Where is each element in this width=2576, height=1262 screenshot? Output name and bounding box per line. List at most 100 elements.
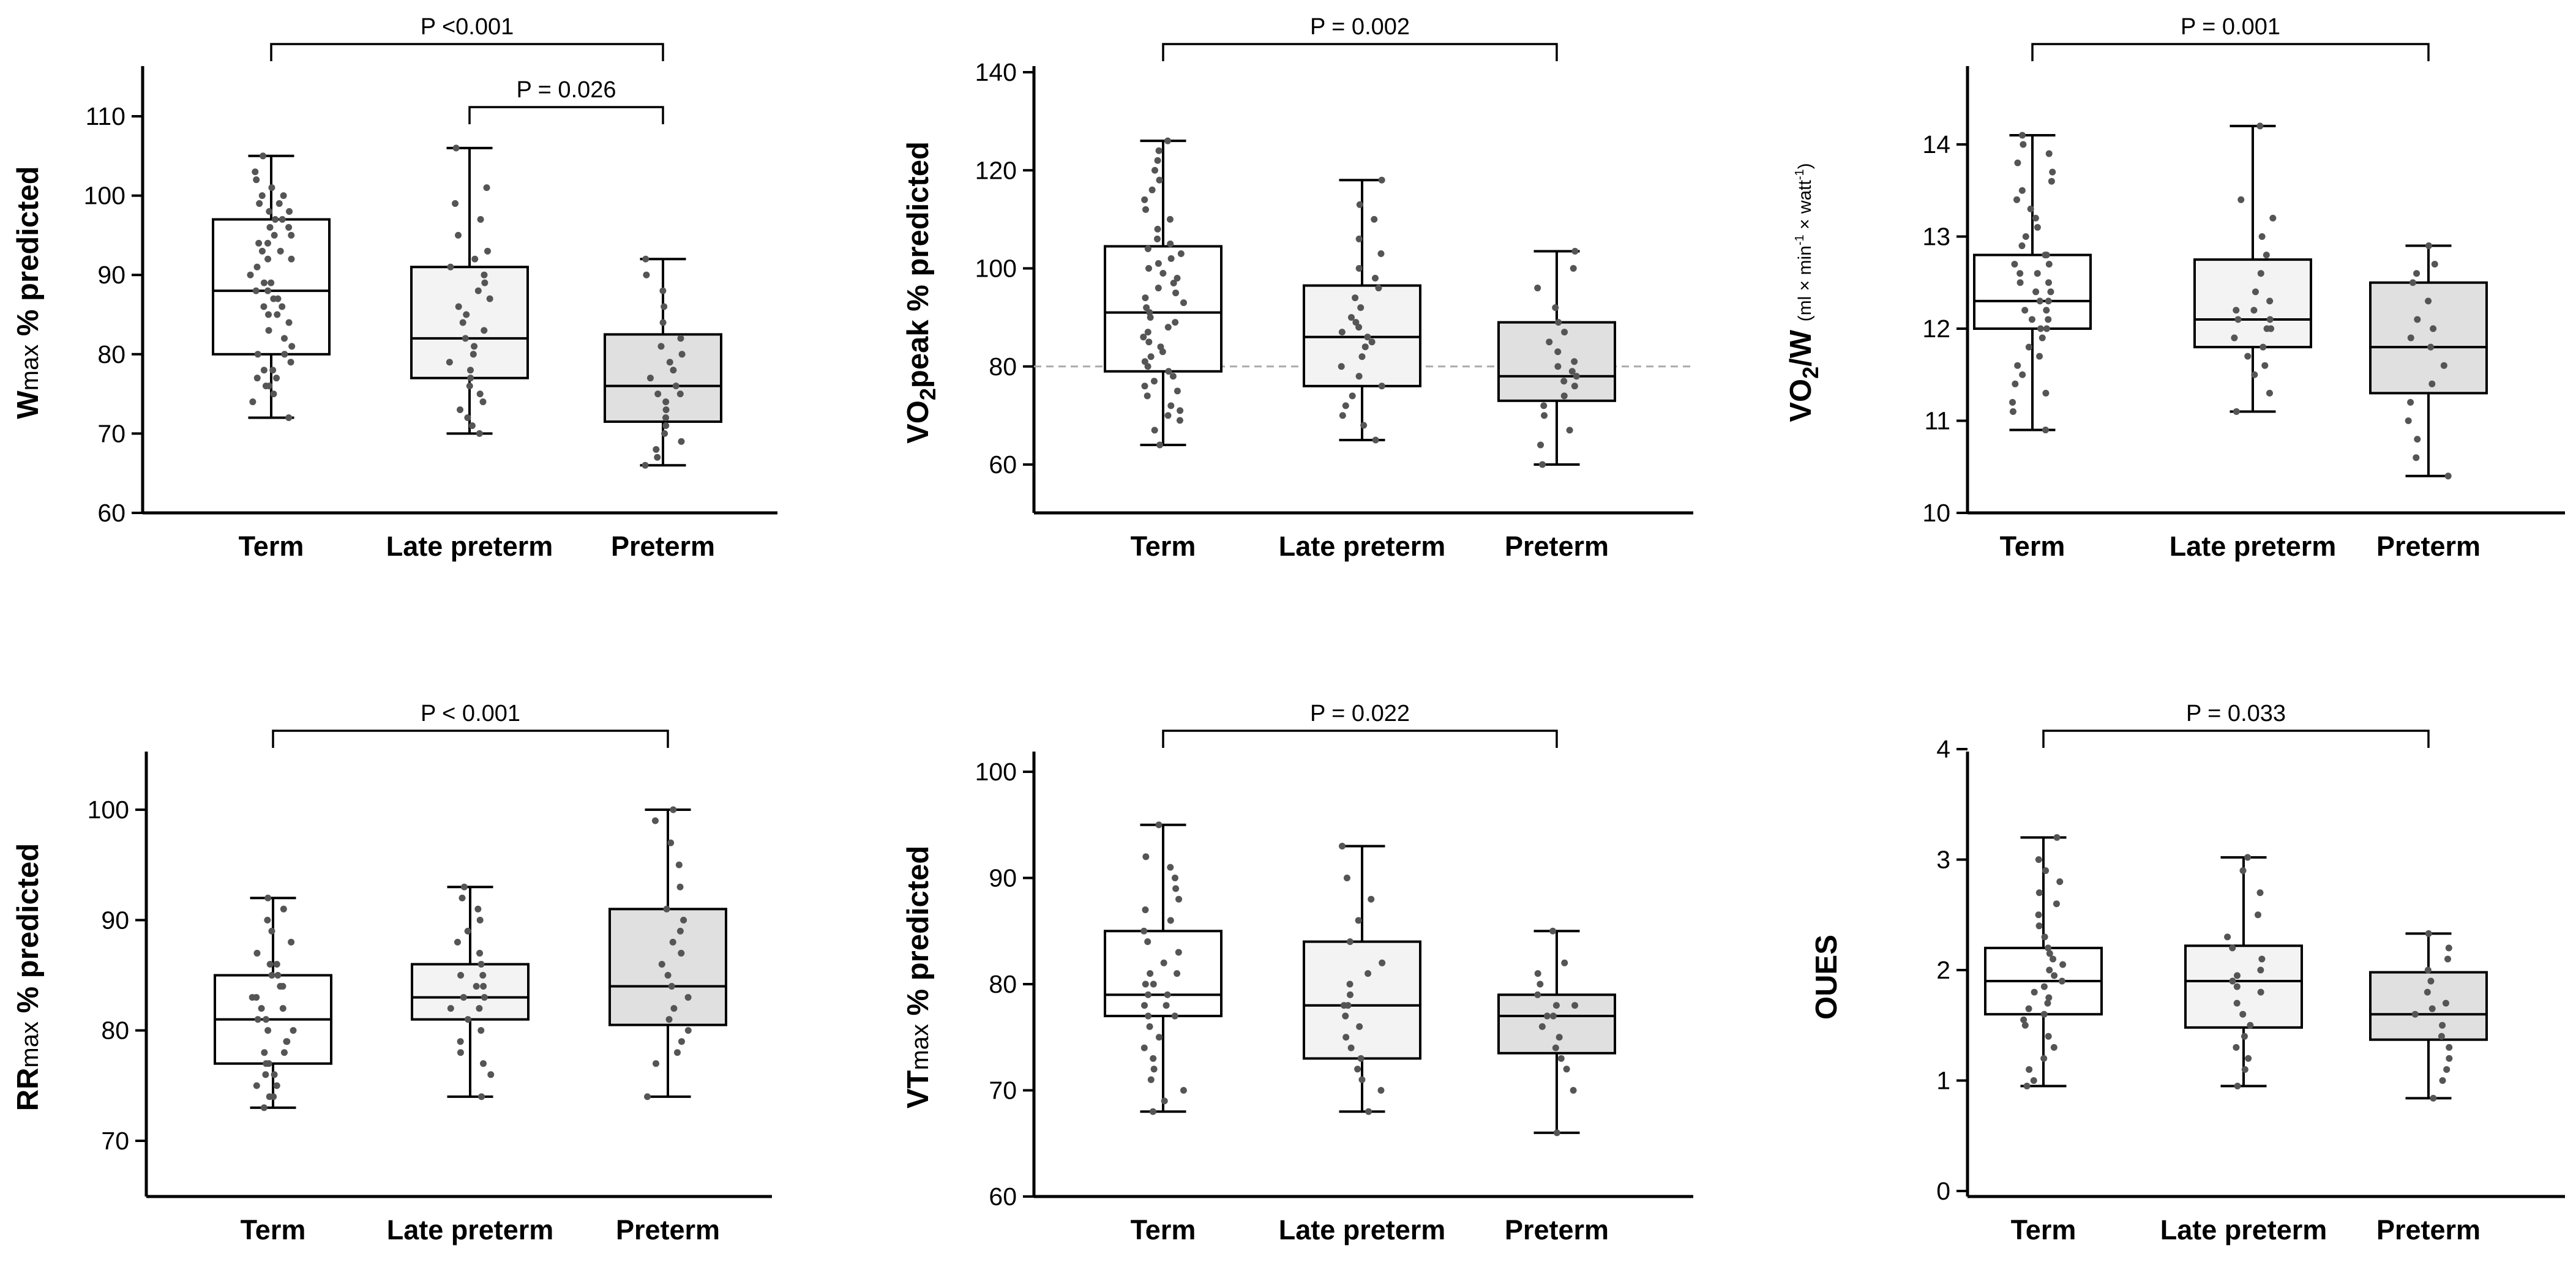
data-point xyxy=(273,1082,280,1089)
data-point xyxy=(2012,380,2019,387)
data-point xyxy=(1167,917,1174,924)
data-point xyxy=(1365,1108,1372,1115)
data-point xyxy=(1355,373,1363,380)
data-point xyxy=(2019,132,2026,139)
data-point xyxy=(2252,288,2259,296)
data-point xyxy=(662,422,670,429)
data-point xyxy=(2026,1066,2033,1073)
x-category-label: Late preterm xyxy=(387,1214,554,1245)
data-point xyxy=(1357,304,1365,312)
data-point xyxy=(684,1027,692,1034)
data-point xyxy=(253,263,261,271)
data-point xyxy=(262,1071,269,1078)
bracket-line xyxy=(2031,43,2430,61)
data-point xyxy=(2020,1016,2027,1023)
data-point xyxy=(1141,358,1148,365)
data-point xyxy=(2036,297,2043,305)
data-point xyxy=(268,279,275,286)
p-value-label: P = 0.002 xyxy=(1310,14,1410,40)
data-point xyxy=(1140,334,1147,341)
data-point xyxy=(2042,427,2049,434)
p-value-label: P = 0.001 xyxy=(2181,14,2280,40)
y-tick-label: 80 xyxy=(989,970,1017,998)
data-point xyxy=(285,414,293,421)
data-point xyxy=(1342,1012,1349,1020)
data-point xyxy=(2425,930,2432,937)
data-point xyxy=(1155,821,1163,829)
data-point xyxy=(2425,297,2432,305)
data-point xyxy=(476,430,483,437)
data-point xyxy=(1164,137,1171,144)
data-point xyxy=(2045,297,2052,305)
data-point xyxy=(1365,970,1372,977)
data-point xyxy=(1154,225,1161,233)
data-point xyxy=(662,414,670,421)
data-point xyxy=(1556,1034,1563,1041)
data-point xyxy=(2045,944,2052,952)
data-point xyxy=(2016,270,2024,277)
data-point xyxy=(455,231,462,239)
data-point xyxy=(447,263,454,271)
data-point xyxy=(1171,1012,1178,1020)
data-point xyxy=(654,454,661,461)
data-point xyxy=(1143,304,1150,312)
data-point xyxy=(2431,261,2438,268)
data-point xyxy=(476,916,484,924)
data-point xyxy=(1164,324,1172,331)
data-point xyxy=(1151,166,1158,174)
box-iqr xyxy=(1104,930,1222,1018)
data-point xyxy=(1157,343,1164,351)
data-point xyxy=(1537,441,1544,449)
data-point xyxy=(2035,889,2043,897)
data-point xyxy=(2229,977,2236,985)
data-point xyxy=(673,1049,681,1056)
data-point xyxy=(279,303,286,310)
data-point xyxy=(672,383,680,390)
data-point xyxy=(1549,1012,1557,1020)
data-point xyxy=(1140,1044,1148,1051)
data-point xyxy=(280,905,287,913)
data-point xyxy=(1538,1023,1546,1030)
data-point xyxy=(2413,454,2420,461)
data-point xyxy=(1150,378,1158,385)
data-point xyxy=(1338,329,1346,336)
data-point xyxy=(288,255,295,263)
data-point xyxy=(288,231,295,239)
data-point xyxy=(273,375,280,382)
data-point xyxy=(2233,1044,2240,1051)
data-point xyxy=(651,817,659,824)
data-point xyxy=(473,983,480,990)
data-point xyxy=(1379,959,1386,966)
data-point xyxy=(253,1082,260,1089)
data-point xyxy=(1150,1055,1157,1062)
data-point xyxy=(2438,1032,2445,1040)
data-point xyxy=(1346,980,1354,988)
data-point xyxy=(252,287,260,294)
data-point xyxy=(1543,1012,1551,1020)
data-point xyxy=(1534,285,1541,292)
data-point xyxy=(2035,911,2042,919)
data-point xyxy=(1170,280,1177,287)
data-point xyxy=(662,406,670,414)
data-point xyxy=(678,949,685,957)
data-point xyxy=(274,295,282,302)
data-point xyxy=(1541,412,1548,419)
y-tick-label: 70 xyxy=(97,419,125,447)
y-tick-label: 1 xyxy=(1936,1067,1950,1095)
data-point xyxy=(462,335,469,342)
data-point xyxy=(2409,279,2416,286)
bracket-line xyxy=(468,106,664,124)
data-point xyxy=(1155,1034,1163,1041)
data-point xyxy=(2053,834,2061,841)
bracket-line xyxy=(270,43,664,61)
data-point xyxy=(455,303,462,310)
data-point xyxy=(2241,1032,2248,1040)
data-point xyxy=(1155,285,1162,292)
data-point xyxy=(286,208,293,215)
y-tick-label: 12 xyxy=(1922,315,1950,343)
data-point xyxy=(288,343,296,350)
data-point xyxy=(2019,371,2026,378)
data-point xyxy=(661,430,668,437)
y-tick-label: 70 xyxy=(989,1077,1017,1105)
